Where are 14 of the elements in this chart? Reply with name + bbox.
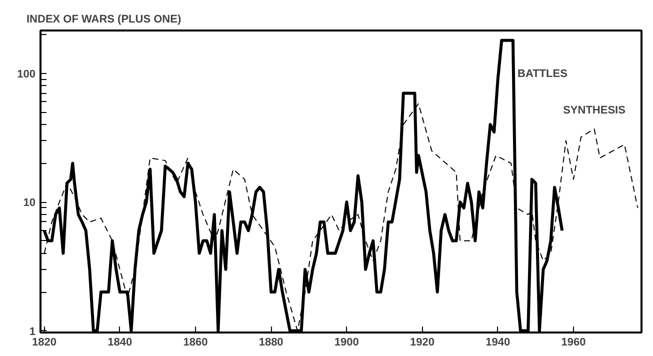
y-tick-label: 1 — [29, 326, 36, 338]
x-tick-label: 1860 — [183, 336, 208, 348]
x-tick-label: 1940 — [486, 336, 510, 348]
x-tick-label: 1820 — [32, 336, 57, 348]
x-tick-label: 1920 — [410, 336, 435, 348]
y-axis-title: INDEX OF WARS (PLUS ONE) — [26, 14, 182, 26]
x-tick-label: 1880 — [258, 336, 284, 348]
series-label: SYNTHESIS — [563, 104, 626, 116]
x-tick-label: 1900 — [334, 336, 359, 348]
x-tick-label: 1840 — [108, 336, 132, 348]
y-tick-label: 100 — [17, 68, 36, 80]
y-tick-label: 10 — [23, 197, 36, 210]
x-tick-label: 1960 — [561, 336, 586, 348]
series-label: BATTLES — [518, 68, 568, 80]
